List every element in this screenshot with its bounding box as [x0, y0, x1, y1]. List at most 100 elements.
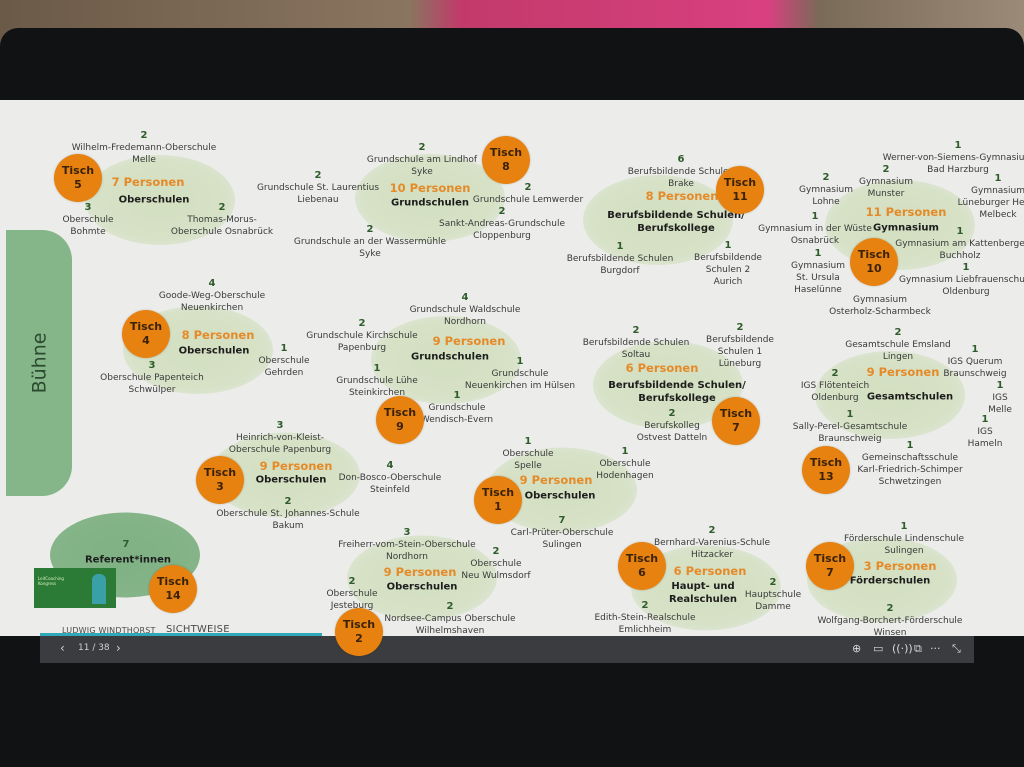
school-name-line: Sulingen: [884, 546, 924, 556]
school-name-line: Bernhard-Varenius-Schule: [653, 538, 771, 548]
school-name-line: Wilhelmshaven: [415, 626, 485, 636]
school-name-line: Sankt-Andreas-Grundschule: [439, 219, 565, 229]
participant-count: 1: [621, 446, 629, 457]
school-name-line: Sulingen: [542, 540, 582, 550]
school-name-line: Förderschule Lindenschule: [843, 534, 965, 544]
persons-count: 3 Personen: [863, 559, 937, 573]
table-badge: Tisch 7: [712, 397, 760, 445]
participant-count: 2: [314, 170, 322, 181]
school-entry: 7 Carl-Prüter-Oberschule Sulingen: [511, 515, 614, 551]
school-name-line: Spelle: [514, 461, 542, 471]
school-name-line: Ostvest Datteln: [636, 433, 708, 443]
school-entry: 3 Oberschule Papenteich Schwülper: [100, 360, 204, 396]
participant-count: 1: [956, 226, 964, 237]
table-number: 4: [142, 334, 150, 347]
category-line: Oberschulen: [178, 345, 250, 357]
school-name-line: Melbeck: [979, 210, 1017, 220]
school-name-line: Wolfgang-Borchert-Förderschule: [817, 616, 963, 626]
category-line: Referent*innen: [84, 554, 172, 566]
school-entry: 1 IGS Querum Braunschweig: [943, 344, 1006, 380]
participant-count: 1: [900, 521, 908, 532]
school-entry: 1 Förderschule Lindenschule Sulingen: [844, 521, 964, 557]
school-entry: 1 Werner-von-Siemens-Gymnasium Bad Harzbur…: [883, 140, 1024, 176]
table-badge: Tisch 14: [149, 565, 197, 613]
school-entry: 4 Grundschule Waldschule Nordhorn: [410, 292, 521, 328]
school-entry: 2 Edith-Stein-Realschule Emlichheim: [594, 600, 695, 636]
participant-count: 2: [641, 600, 649, 611]
school-name-line: Hauptschule: [744, 590, 802, 600]
school-name-line: Oldenburg: [811, 393, 859, 403]
school-name-line: Berufskolleg: [644, 421, 700, 431]
school-name-line: Melle: [988, 405, 1012, 415]
group-category: Grundschulen: [411, 351, 489, 364]
participant-count: 1: [280, 343, 288, 354]
school-entry: 4 Goode-Weg-Oberschule Neuenkirchen: [159, 278, 265, 314]
school-name-line: Jesteburg: [330, 601, 374, 611]
captions-icon[interactable]: ▭: [873, 642, 884, 655]
school-name-line: Gesamtschule Emsland: [845, 340, 951, 350]
participant-count: 2: [736, 322, 744, 333]
participant-count: 2: [822, 172, 830, 183]
school-name-line: Schwülper: [128, 385, 176, 395]
school-entry: 2 Grundschule Kirchschule Papenburg: [306, 318, 417, 354]
school-name-line: Grundschule an der Wassermühle: [293, 237, 447, 247]
zoom-icon[interactable]: ⊕: [852, 642, 862, 655]
school-entry: Gymnasium Osterholz-Scharmbeck: [829, 282, 931, 318]
school-name-line: Nordhorn: [444, 317, 486, 327]
persons-count: 10 Personen: [389, 181, 471, 195]
school-entry: 2 Grundschule am Lindhof Syke: [367, 142, 477, 178]
logo-sichtweise: SICHTWEISE: [166, 624, 230, 635]
persons-count: 6 Personen: [625, 361, 699, 375]
slide: Bühne 7 Personen Oberschulen 2 Wilhelm-Fred…: [0, 100, 1024, 656]
school-name-line: Gymnasium: [791, 261, 845, 271]
participant-count: 4: [208, 278, 216, 289]
school-entry: 1 Berufsbildende Schulen 2 Aurich: [694, 240, 762, 288]
table-word: Tisch: [481, 486, 515, 499]
persons-count: 9 Personen: [259, 459, 333, 473]
school-name-line: Schulen 1: [717, 347, 763, 357]
participant-count: 2: [632, 325, 640, 336]
broadcast-icon[interactable]: ((·)): [892, 642, 913, 655]
table-word: Tisch: [723, 176, 757, 189]
school-name-line: Karl-Friedrich-Schimper: [857, 465, 963, 475]
school-name-line: Grundschule Lühe: [336, 376, 418, 386]
group-category: Oberschulen: [525, 490, 596, 503]
viewer-toolbar: ‹ 11 / 38 › ⊕ ▭ ((·)) ⧉ ··· ⤡: [40, 636, 974, 663]
participant-count: 2: [358, 318, 366, 329]
school-name-line: Gymnasium am Kattenberge: [895, 239, 1024, 249]
school-name-line: Grundschule Lemwerder: [472, 195, 584, 205]
school-name-line: Edith-Stein-Realschule: [594, 613, 696, 623]
category-line: Oberschulen: [255, 474, 327, 486]
school-name-line: Bad Harzburg: [927, 165, 989, 175]
more-icon[interactable]: ···: [930, 642, 941, 655]
school-name-line: Haselünne: [794, 285, 842, 295]
school-name-line: Grundschule St. Laurentius: [256, 183, 380, 193]
prev-slide-button[interactable]: ‹: [60, 641, 65, 655]
exit-fullscreen-icon[interactable]: ⤡: [952, 642, 961, 655]
school-entry: 1 Sally-Perel-Gesamtschule Braunschweig: [793, 409, 908, 445]
school-name-line: Oberschule: [502, 449, 554, 459]
group-blob: [355, 154, 505, 242]
participant-count: 2: [498, 206, 506, 217]
school-entry: 1 Grundschule Wendisch-Evern: [421, 390, 493, 426]
school-name-line: Schulen 2: [705, 265, 751, 275]
participant-count: 6: [677, 154, 685, 165]
group-category: Gesamtschulen: [867, 391, 953, 404]
school-name-line: Gymnasium: [859, 177, 913, 187]
next-slide-button[interactable]: ›: [116, 641, 121, 655]
participant-count: 4: [386, 460, 394, 471]
windows-icon[interactable]: ⧉: [914, 642, 922, 655]
participant-count: 2: [418, 142, 426, 153]
persons-count: 9 Personen: [383, 565, 457, 579]
table-badge: Tisch 8: [482, 136, 530, 184]
school-name-line: Braunschweig: [943, 369, 1007, 379]
referent-count: 7: [123, 539, 130, 551]
table-word: Tisch: [857, 248, 891, 261]
participant-count: 1: [971, 344, 979, 355]
participant-count: 2: [886, 603, 894, 614]
group-category: Oberschulen: [256, 474, 327, 487]
category-line: Oberschulen: [118, 194, 190, 206]
table-badge: Tisch 9: [376, 396, 424, 444]
table-badge: Tisch 6: [618, 542, 666, 590]
